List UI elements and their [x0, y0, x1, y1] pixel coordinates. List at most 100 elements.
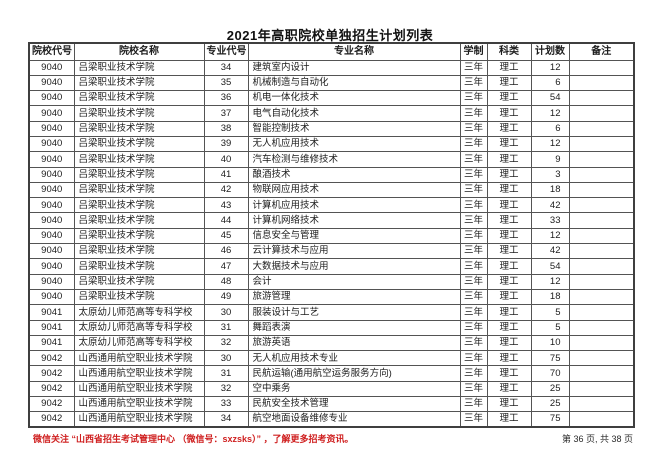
table-row: 9040 吕梁职业技术学院 48 会计 三年 理工 12 — [28, 273, 635, 290]
table-row: 9041 太原幼儿师范高等专科学校 32 旅游英语 三年 理工 10 — [28, 334, 635, 352]
cell-college-code: 9042 — [28, 350, 75, 367]
cell-remark — [568, 166, 635, 183]
enrollment-plan-table: 院校代号 院校名称 专业代号 专业名称 学制 科类 计划数 备注 9040 吕梁职业技术学院 34… — [28, 42, 635, 429]
cell-college-name: 吕梁职业技术学院 — [73, 90, 205, 107]
cell-college-code: 9040 — [28, 166, 75, 183]
cell-category: 理工 — [486, 135, 532, 153]
cell-remark — [568, 212, 635, 229]
cell-category: 理工 — [486, 243, 532, 260]
table-row: 9042 山西通用航空职业技术学院 34 航空地面设备维修专业 三年 理工 75 — [28, 411, 635, 428]
cell-plan-count: 70 — [530, 365, 570, 382]
cell-category: 理工 — [486, 74, 532, 92]
cell-major-code: 49 — [203, 288, 249, 306]
cell-major-name: 汽车检测与维修技术 — [247, 151, 461, 168]
table-row: 9040 吕梁职业技术学院 39 无人机应用技术 三年 理工 12 — [28, 135, 635, 153]
header-cell-college-name: 院校名称 — [73, 42, 205, 61]
cell-major-code: 35 — [203, 74, 249, 92]
cell-major-name: 计算机应用技术 — [247, 197, 461, 214]
table-row: 9040 吕梁职业技术学院 45 信息安全与管理 三年 理工 12 — [28, 227, 635, 245]
cell-category: 理工 — [486, 59, 532, 76]
table-row: 9040 吕梁职业技术学院 42 物联网应用技术 三年 理工 18 — [28, 181, 635, 199]
header-cell-remark: 备注 — [568, 42, 635, 61]
table-row: 9040 吕梁职业技术学院 46 云计算技术与应用 三年 理工 42 — [28, 243, 635, 260]
cell-duration: 三年 — [459, 74, 488, 92]
cell-category: 理工 — [486, 365, 532, 382]
cell-college-name: 太原幼儿师范高等专科学校 — [73, 304, 205, 321]
cell-remark — [568, 197, 635, 214]
cell-remark — [568, 59, 635, 76]
cell-major-name: 服装设计与工艺 — [247, 304, 461, 321]
cell-college-code: 9042 — [28, 365, 75, 382]
header-cell-major-name: 专业名称 — [247, 42, 461, 61]
cell-plan-count: 54 — [530, 258, 570, 275]
cell-major-name: 计算机网络技术 — [247, 212, 461, 229]
cell-college-name: 吕梁职业技术学院 — [73, 151, 205, 168]
cell-major-code: 33 — [203, 396, 249, 413]
cell-category: 理工 — [486, 411, 532, 428]
cell-college-name: 吕梁职业技术学院 — [73, 166, 205, 183]
header-cell-college-code: 院校代号 — [28, 42, 75, 61]
cell-college-code: 9041 — [28, 319, 75, 336]
cell-remark — [568, 350, 635, 367]
cell-college-code: 9040 — [28, 151, 75, 168]
page-title: 2021年高职院校单独招生计划列表 — [226, 28, 434, 43]
cell-college-name: 吕梁职业技术学院 — [73, 74, 205, 92]
cell-major-name: 无人机应用技术专业 — [247, 350, 461, 367]
cell-plan-count: 6 — [530, 74, 570, 92]
cell-major-code: 30 — [203, 350, 249, 367]
table-row: 9040 吕梁职业技术学院 41 酿酒技术 三年 理工 3 — [28, 166, 635, 183]
cell-major-name: 航空地面设备维修专业 — [247, 411, 461, 428]
cell-college-name: 吕梁职业技术学院 — [73, 181, 205, 199]
cell-duration: 三年 — [459, 243, 488, 260]
cell-plan-count: 25 — [530, 380, 570, 398]
cell-remark — [568, 74, 635, 92]
cell-major-code: 47 — [203, 258, 249, 275]
cell-college-name: 太原幼儿师范高等专科学校 — [73, 319, 205, 336]
cell-college-name: 吕梁职业技术学院 — [73, 105, 205, 122]
cell-duration: 三年 — [459, 197, 488, 214]
table-row: 9040 吕梁职业技术学院 40 汽车检测与维修技术 三年 理工 9 — [28, 151, 635, 168]
cell-plan-count: 12 — [530, 227, 570, 245]
cell-plan-count: 5 — [530, 304, 570, 321]
cell-major-code: 31 — [203, 319, 249, 336]
cell-plan-count: 42 — [530, 243, 570, 260]
cell-major-name: 旅游英语 — [247, 334, 461, 352]
cell-plan-count: 9 — [530, 151, 570, 168]
cell-college-code: 9040 — [28, 197, 75, 214]
cell-college-name: 吕梁职业技术学院 — [73, 135, 205, 153]
cell-college-code: 9042 — [28, 411, 75, 428]
cell-college-code: 9040 — [28, 212, 75, 229]
cell-remark — [568, 304, 635, 321]
cell-plan-count: 54 — [530, 90, 570, 107]
cell-major-name: 智能控制技术 — [247, 120, 461, 137]
cell-college-name: 吕梁职业技术学院 — [73, 227, 205, 245]
cell-remark — [568, 90, 635, 107]
header-cell-category: 科类 — [486, 42, 532, 61]
cell-duration: 三年 — [459, 227, 488, 245]
table-row: 9040 吕梁职业技术学院 34 建筑室内设计 三年 理工 12 — [28, 59, 635, 76]
cell-category: 理工 — [486, 90, 532, 107]
cell-major-name: 空中乘务 — [247, 380, 461, 398]
cell-category: 理工 — [486, 197, 532, 214]
cell-major-code: 45 — [203, 227, 249, 245]
table-row: 9040 吕梁职业技术学院 37 电气自动化技术 三年 理工 12 — [28, 105, 635, 122]
cell-college-code: 9041 — [28, 334, 75, 352]
cell-major-code: 44 — [203, 212, 249, 229]
cell-duration: 三年 — [459, 166, 488, 183]
cell-major-name: 物联网应用技术 — [247, 181, 461, 199]
table-row: 9040 吕梁职业技术学院 44 计算机网络技术 三年 理工 33 — [28, 212, 635, 229]
cell-college-code: 9040 — [28, 258, 75, 275]
cell-major-name: 云计算技术与应用 — [247, 243, 461, 260]
cell-major-name: 酿酒技术 — [247, 166, 461, 183]
cell-college-name: 山西通用航空职业技术学院 — [73, 350, 205, 367]
cell-major-name: 电气自动化技术 — [247, 105, 461, 122]
cell-duration: 三年 — [459, 380, 488, 398]
table-row: 9041 太原幼儿师范高等专科学校 30 服装设计与工艺 三年 理工 5 — [28, 304, 635, 321]
table-row: 9042 山西通用航空职业技术学院 33 民航安全技术管理 三年 理工 25 — [28, 396, 635, 413]
cell-remark — [568, 288, 635, 306]
cell-remark — [568, 243, 635, 260]
cell-duration: 三年 — [459, 365, 488, 382]
cell-major-name: 无人机应用技术 — [247, 135, 461, 153]
cell-remark — [568, 105, 635, 122]
cell-plan-count: 12 — [530, 105, 570, 122]
